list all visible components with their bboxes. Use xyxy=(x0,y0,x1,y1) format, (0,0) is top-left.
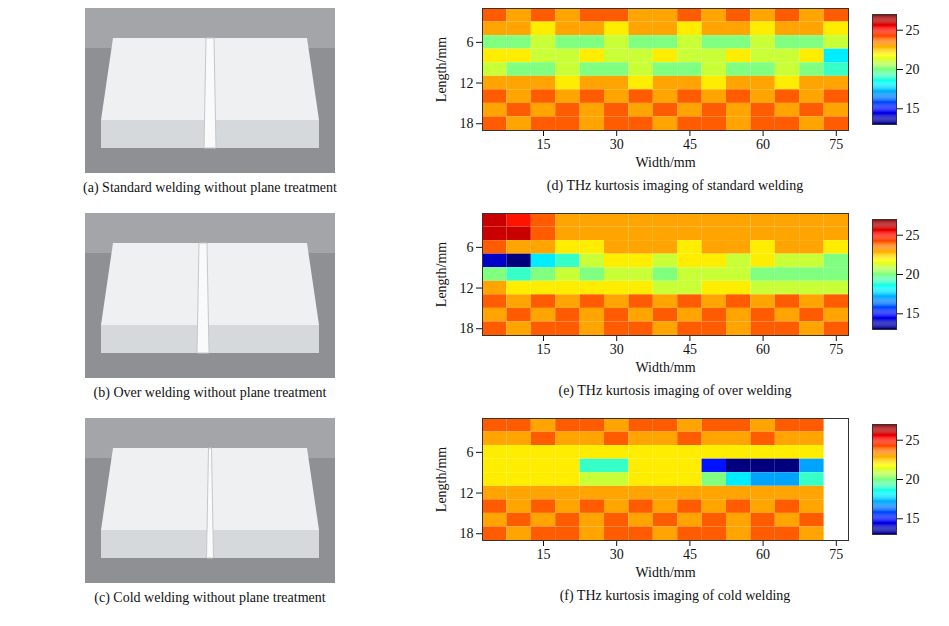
svg-text:60: 60 xyxy=(756,547,770,562)
html-text:(e) THz kurtosis imaging of ov: (e) THz kurtosis imaging of over welding xyxy=(558,383,792,398)
svg-text:25: 25 xyxy=(906,228,920,243)
html-text:(f) THz kurtosis imaging of co: (f) THz kurtosis imaging of cold welding xyxy=(559,588,791,603)
svg-text:Length/mm: Length/mm xyxy=(434,37,449,102)
svg-text:30: 30 xyxy=(610,547,624,562)
svg-text:Length/mm: Length/mm xyxy=(434,242,449,307)
svg-text:6: 6 xyxy=(467,35,474,50)
svg-text:Length/mm: Length/mm xyxy=(434,447,449,512)
svg-text:15: 15 xyxy=(537,342,551,357)
svg-text:25: 25 xyxy=(906,23,920,38)
svg-text:45: 45 xyxy=(683,137,697,152)
svg-text:20: 20 xyxy=(906,472,920,487)
svg-text:Width/mm: Width/mm xyxy=(635,565,695,580)
svg-text:60: 60 xyxy=(756,342,770,357)
svg-text:15: 15 xyxy=(537,547,551,562)
svg-text:20: 20 xyxy=(906,267,920,282)
svg-text:Width/mm: Width/mm xyxy=(635,155,695,170)
svg-text:12: 12 xyxy=(460,486,474,501)
svg-text:30: 30 xyxy=(610,137,624,152)
svg-text:15: 15 xyxy=(537,137,551,152)
svg-text:15: 15 xyxy=(906,101,920,116)
svg-text:Width/mm: Width/mm xyxy=(635,360,695,375)
svg-text:18: 18 xyxy=(460,526,474,541)
svg-text:75: 75 xyxy=(829,342,843,357)
html-text:(b) Over welding without plane: (b) Over welding without plane treatment xyxy=(93,385,327,400)
svg-text:18: 18 xyxy=(460,116,474,131)
svg-text:30: 30 xyxy=(610,342,624,357)
svg-text:6: 6 xyxy=(467,240,474,255)
svg-text:45: 45 xyxy=(683,342,697,357)
html-text:(a) Standard welding without p: (a) Standard welding without plane treat… xyxy=(83,180,337,195)
svg-text:15: 15 xyxy=(906,511,920,526)
svg-text:15: 15 xyxy=(906,306,920,321)
html-text:(d) THz kurtosis imaging of st: (d) THz kurtosis imaging of standard wel… xyxy=(546,178,804,193)
svg-text:45: 45 xyxy=(683,547,697,562)
svg-text:18: 18 xyxy=(460,321,474,336)
svg-text:20: 20 xyxy=(906,62,920,77)
svg-text:75: 75 xyxy=(829,137,843,152)
svg-text:75: 75 xyxy=(829,547,843,562)
html-text:(c) Cold welding without plane: (c) Cold welding without plane treatment xyxy=(94,590,326,605)
svg-text:12: 12 xyxy=(460,76,474,91)
svg-text:12: 12 xyxy=(460,281,474,296)
svg-text:6: 6 xyxy=(467,445,474,460)
svg-text:25: 25 xyxy=(906,433,920,448)
svg-text:60: 60 xyxy=(756,137,770,152)
